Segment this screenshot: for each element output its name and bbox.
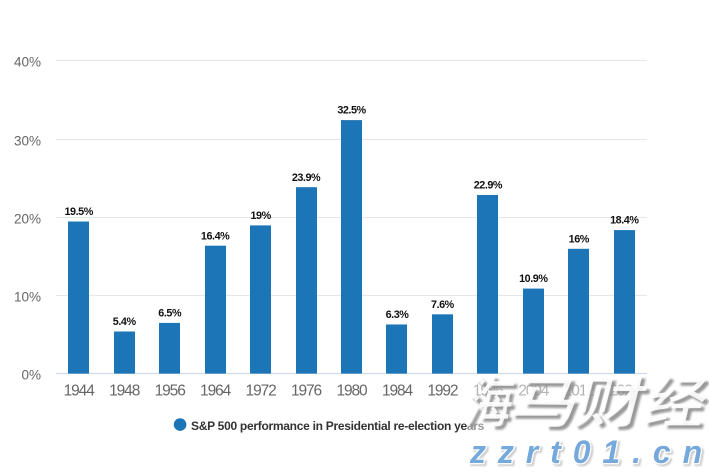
svg-text:22.9%: 22.9% — [474, 180, 503, 192]
svg-text:19.5%: 19.5% — [65, 206, 94, 218]
svg-text:1984: 1984 — [382, 383, 414, 400]
svg-text:1948: 1948 — [109, 383, 140, 400]
svg-text:1992: 1992 — [427, 383, 458, 400]
svg-text:1956: 1956 — [155, 383, 186, 400]
svg-text:7.6%: 7.6% — [431, 299, 455, 311]
svg-text:20%: 20% — [14, 212, 41, 227]
svg-text:S&P 500 performance in Preside: S&P 500 performance in Presidential re-e… — [191, 419, 485, 433]
svg-text:23.9%: 23.9% — [292, 172, 321, 184]
svg-text:16%: 16% — [569, 233, 590, 245]
svg-text:10.9%: 10.9% — [519, 273, 548, 285]
svg-text:40%: 40% — [14, 55, 41, 70]
svg-text:6.5%: 6.5% — [158, 308, 182, 320]
svg-text:zzrt01.cn: zzrt01.cn — [469, 434, 709, 468]
svg-text:18.4%: 18.4% — [610, 215, 639, 227]
svg-text:10%: 10% — [14, 290, 41, 305]
svg-text:1964: 1964 — [200, 383, 232, 400]
svg-text:32.5%: 32.5% — [337, 105, 366, 117]
svg-text:16.4%: 16.4% — [201, 230, 230, 242]
svg-text:19%: 19% — [250, 210, 271, 222]
svg-text:1976: 1976 — [291, 383, 322, 400]
svg-text:1944: 1944 — [64, 383, 96, 400]
svg-text:0%: 0% — [21, 368, 41, 383]
svg-text:5.4%: 5.4% — [113, 316, 137, 328]
svg-text:1980: 1980 — [336, 383, 368, 400]
svg-text:30%: 30% — [14, 134, 41, 149]
svg-text:6.3%: 6.3% — [386, 309, 410, 321]
svg-text:1972: 1972 — [246, 383, 277, 400]
